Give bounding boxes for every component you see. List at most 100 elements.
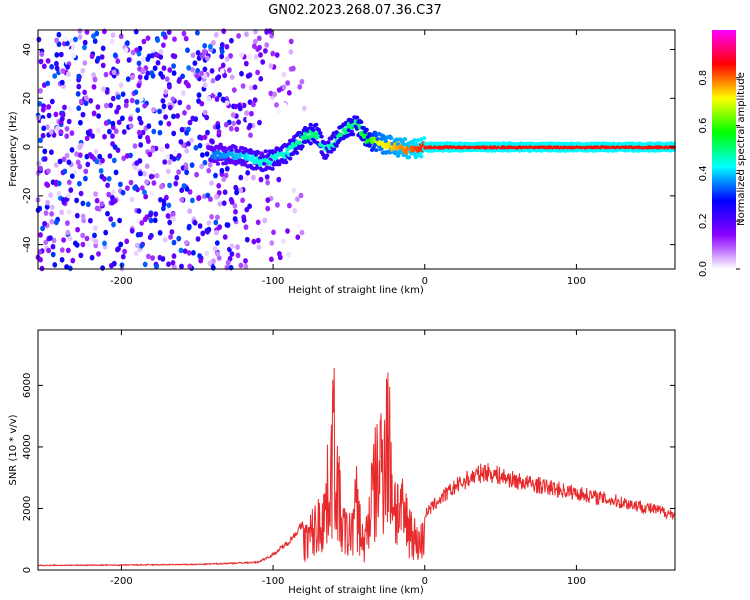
spectrogram-cell (155, 37, 161, 43)
spectrogram-cell (103, 229, 109, 236)
spectrogram-cell (221, 200, 227, 206)
spectrogram-cell (129, 173, 135, 180)
spectrogram-cell (207, 162, 213, 168)
spectrogram-cell (96, 251, 101, 257)
spectrogram-cell (170, 211, 176, 218)
spectrogram-cell (149, 190, 155, 197)
spectrogram-cell (41, 125, 47, 132)
spectrogram-cell (152, 65, 158, 71)
spectrogram-cell (147, 151, 153, 158)
spectrogram-cell (116, 94, 121, 100)
spectrogram-cell (150, 73, 156, 79)
spectrogram-cell (129, 228, 135, 234)
spectrogram-cell (120, 115, 125, 122)
spectrogram-cell (214, 240, 220, 246)
spectrogram-cell (93, 148, 99, 155)
spectrogram-cell (95, 127, 101, 134)
spectrogram-cell (129, 196, 135, 203)
spectrogram-cell (97, 153, 103, 160)
spectrogram-cell (75, 159, 81, 166)
spectrogram-cell (137, 158, 143, 164)
spectrogram-cell (311, 128, 316, 132)
spectrogram-cell (243, 60, 249, 67)
spectrogram-cell (112, 52, 118, 58)
spectrogram-cell (102, 240, 107, 247)
spectrogram-cell (233, 103, 239, 110)
spectrogram-cell (78, 98, 84, 105)
spectrogram-cell (274, 52, 280, 58)
spectrogram-cell (164, 194, 169, 201)
spectrogram-cell (158, 71, 164, 77)
spectrogram-cell (148, 212, 153, 218)
spectrogram-cell (182, 248, 188, 254)
spectrogram-cell (98, 168, 104, 174)
spectrogram-cell (121, 155, 127, 162)
spectrogram-cell (168, 234, 174, 240)
spectrogram-cell (240, 197, 246, 204)
spectrogram-cell (45, 58, 51, 64)
spectrogram-cell (91, 72, 97, 78)
spectrogram-cell (244, 31, 249, 37)
spectrogram-cell (326, 140, 331, 145)
spectrogram-cell (184, 169, 190, 176)
spectrogram-cell (68, 187, 74, 193)
spectrogram-cell (150, 255, 156, 261)
spectrogram-cell (241, 102, 247, 109)
spectrogram-cell (236, 33, 242, 39)
spectrogram-cell (40, 107, 46, 113)
spectrogram-cell (99, 201, 105, 207)
spectrogram-cell (224, 56, 230, 62)
spectrogram-cell (217, 224, 223, 230)
spectrogram-cell (133, 89, 139, 96)
snr-x-axis-label: Height of straight line (km) (288, 585, 424, 596)
spectrogram-cell (158, 49, 164, 55)
spectrogram-cell (124, 98, 129, 105)
spectrogram-cell (95, 55, 101, 62)
spectrogram-cell (258, 52, 263, 58)
spectrogram-cell (192, 220, 198, 226)
spectrogram-cell (67, 235, 73, 242)
spectrogram-cell (113, 169, 119, 176)
spectrogram-cell (108, 216, 114, 222)
spectrogram-cell (193, 145, 199, 151)
spectrogram-cell (223, 121, 229, 128)
spectrogram-cell (62, 168, 68, 175)
spectrogram-cell (82, 44, 87, 51)
spectrogram-cell (178, 247, 184, 254)
spectrogram-cell (187, 189, 193, 195)
spectrogram-cell (247, 54, 253, 60)
spectrogram-cell (137, 115, 143, 122)
spectrogram-cell (132, 143, 138, 149)
spectrogram-cell (252, 38, 258, 45)
spectrogram-cell (140, 129, 146, 136)
spectrogram-cell (85, 161, 91, 168)
colorbar-ticks: 0.0 0.2 0.4 0.6 0.8 (698, 70, 740, 277)
spectrogram-cell (59, 79, 65, 86)
spectrogram-cell (145, 135, 150, 141)
spectrogram-cell (233, 145, 238, 150)
spectrogram-cell (263, 48, 268, 54)
spectrogram-cell (143, 193, 149, 200)
spectrogram-cell (167, 182, 173, 189)
spectrogram-cell (170, 53, 176, 59)
spectrogram-cell (179, 197, 185, 203)
spectrogram-cells (35, 28, 676, 272)
spectrogram-cell (215, 251, 221, 257)
spectrogram-cell (275, 202, 280, 208)
spectrogram-cell (36, 160, 41, 167)
spectrogram-cell (150, 147, 156, 154)
spectrogram-cell (215, 161, 221, 166)
spectrogram-cell (171, 216, 176, 222)
spectrogram-cell (192, 60, 198, 66)
spectrogram-cell (276, 87, 282, 93)
spectrogram-cell (136, 208, 142, 214)
y-tick-label: 6000 (22, 373, 33, 398)
spectrogram-cell (80, 111, 86, 118)
spectrogram-cell (45, 124, 50, 130)
spectrogram-cell (179, 126, 185, 133)
spectrogram-cell (258, 76, 264, 82)
spectrogram-cell (295, 196, 300, 202)
spectrogram-cell (141, 171, 147, 177)
spectrogram-cell (123, 102, 129, 109)
